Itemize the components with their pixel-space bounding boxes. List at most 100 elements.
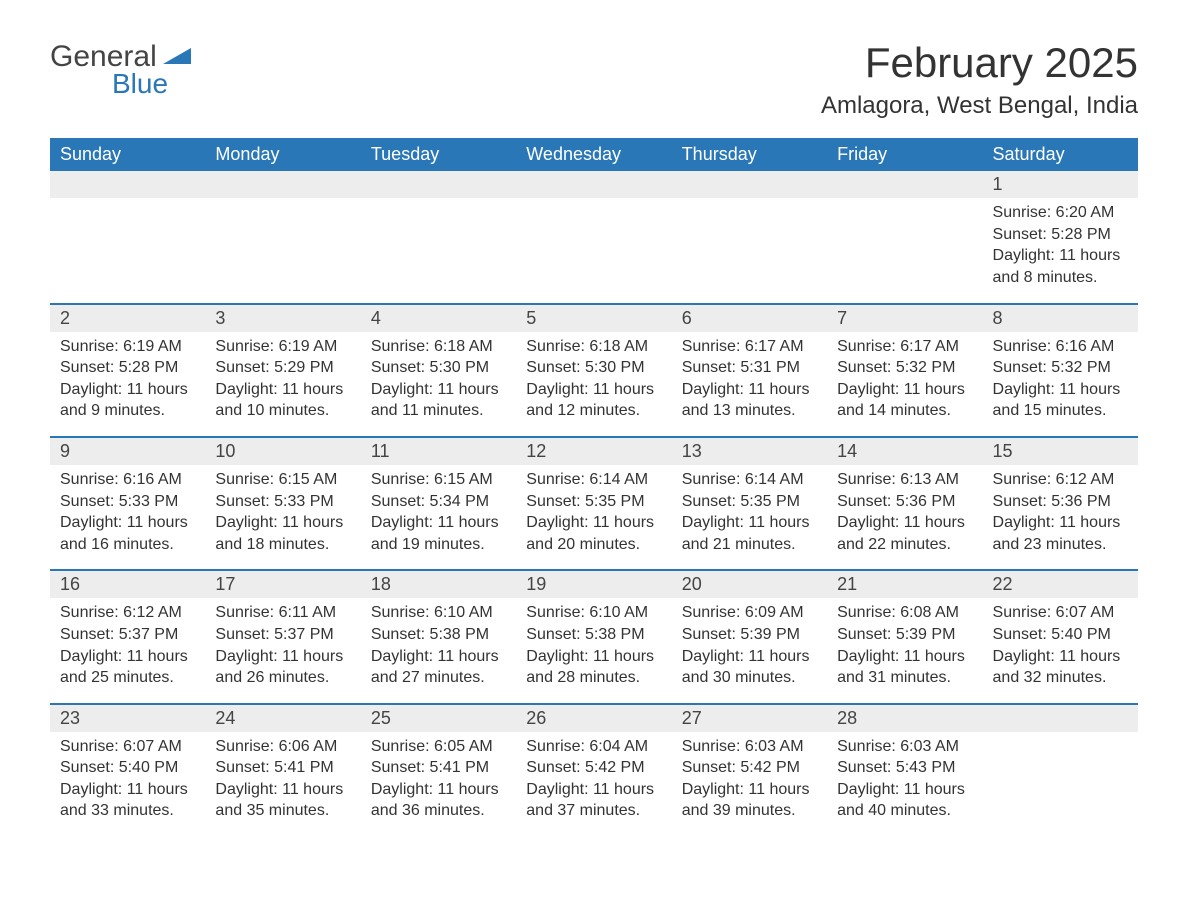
sunset-text: Sunset: 5:37 PM — [215, 624, 350, 646]
day-number: 24 — [205, 705, 360, 732]
page-header: General Blue February 2025 Amlagora, Wes… — [50, 40, 1138, 120]
day-body — [983, 732, 1138, 750]
sunset-text: Sunset: 5:39 PM — [682, 624, 817, 646]
calendar-day — [361, 171, 516, 302]
day-number: 21 — [827, 571, 982, 598]
sunset-text: Sunset: 5:41 PM — [215, 757, 350, 779]
sunrise-text: Sunrise: 6:17 AM — [837, 336, 972, 358]
day-body: Sunrise: 6:16 AMSunset: 5:33 PMDaylight:… — [50, 465, 205, 569]
logo-wedge-icon — [163, 46, 191, 70]
day-number — [983, 705, 1138, 732]
sunset-text: Sunset: 5:28 PM — [993, 224, 1128, 246]
sunset-text: Sunset: 5:35 PM — [526, 491, 661, 513]
day-body: Sunrise: 6:12 AMSunset: 5:36 PMDaylight:… — [983, 465, 1138, 569]
sunrise-text: Sunrise: 6:09 AM — [682, 602, 817, 624]
day-body — [50, 198, 205, 216]
sunrise-text: Sunrise: 6:08 AM — [837, 602, 972, 624]
day-body: Sunrise: 6:12 AMSunset: 5:37 PMDaylight:… — [50, 598, 205, 702]
sunset-text: Sunset: 5:36 PM — [837, 491, 972, 513]
sunset-text: Sunset: 5:40 PM — [60, 757, 195, 779]
sunset-text: Sunset: 5:35 PM — [682, 491, 817, 513]
sunrise-text: Sunrise: 6:14 AM — [526, 469, 661, 491]
day-number: 12 — [516, 438, 671, 465]
day-body: Sunrise: 6:09 AMSunset: 5:39 PMDaylight:… — [672, 598, 827, 702]
weekday-header: Sunday — [50, 138, 205, 171]
day-body: Sunrise: 6:10 AMSunset: 5:38 PMDaylight:… — [361, 598, 516, 702]
calendar-day: 4Sunrise: 6:18 AMSunset: 5:30 PMDaylight… — [361, 305, 516, 436]
day-body: Sunrise: 6:06 AMSunset: 5:41 PMDaylight:… — [205, 732, 360, 836]
calendar-day: 6Sunrise: 6:17 AMSunset: 5:31 PMDaylight… — [672, 305, 827, 436]
calendar-day: 14Sunrise: 6:13 AMSunset: 5:36 PMDayligh… — [827, 438, 982, 569]
logo-word-blue: Blue — [112, 70, 191, 98]
day-body: Sunrise: 6:14 AMSunset: 5:35 PMDaylight:… — [516, 465, 671, 569]
calendar-day: 5Sunrise: 6:18 AMSunset: 5:30 PMDaylight… — [516, 305, 671, 436]
day-number: 28 — [827, 705, 982, 732]
calendar: SundayMondayTuesdayWednesdayThursdayFrid… — [50, 138, 1138, 836]
daylight-text: Daylight: 11 hours and 15 minutes. — [993, 379, 1128, 422]
daylight-text: Daylight: 11 hours and 22 minutes. — [837, 512, 972, 555]
sunset-text: Sunset: 5:42 PM — [682, 757, 817, 779]
weekday-header: Saturday — [983, 138, 1138, 171]
weekday-header-row: SundayMondayTuesdayWednesdayThursdayFrid… — [50, 138, 1138, 171]
daylight-text: Daylight: 11 hours and 8 minutes. — [993, 245, 1128, 288]
daylight-text: Daylight: 11 hours and 27 minutes. — [371, 646, 506, 689]
day-number: 8 — [983, 305, 1138, 332]
day-number: 7 — [827, 305, 982, 332]
calendar-day: 9Sunrise: 6:16 AMSunset: 5:33 PMDaylight… — [50, 438, 205, 569]
sunrise-text: Sunrise: 6:19 AM — [60, 336, 195, 358]
daylight-text: Daylight: 11 hours and 37 minutes. — [526, 779, 661, 822]
daylight-text: Daylight: 11 hours and 13 minutes. — [682, 379, 817, 422]
calendar-day: 10Sunrise: 6:15 AMSunset: 5:33 PMDayligh… — [205, 438, 360, 569]
day-number: 25 — [361, 705, 516, 732]
daylight-text: Daylight: 11 hours and 12 minutes. — [526, 379, 661, 422]
calendar-day: 7 Sunrise: 6:17 AMSunset: 5:32 PMDaylight… — [827, 305, 982, 436]
sunset-text: Sunset: 5:37 PM — [60, 624, 195, 646]
sunrise-text: Sunrise: 6:03 AM — [682, 736, 817, 758]
day-number: 14 — [827, 438, 982, 465]
day-body — [205, 198, 360, 216]
day-number: 26 — [516, 705, 671, 732]
day-number: 10 — [205, 438, 360, 465]
sunrise-text: Sunrise: 6:12 AM — [993, 469, 1128, 491]
calendar-week: 23Sunrise: 6:07 AMSunset: 5:40 PMDayligh… — [50, 703, 1138, 836]
day-number: 3 — [205, 305, 360, 332]
day-number — [50, 171, 205, 198]
sunrise-text: Sunrise: 6:12 AM — [60, 602, 195, 624]
calendar-day: 20Sunrise: 6:09 AMSunset: 5:39 PMDayligh… — [672, 571, 827, 702]
day-body: Sunrise: 6:11 AMSunset: 5:37 PMDaylight:… — [205, 598, 360, 702]
daylight-text: Daylight: 11 hours and 14 minutes. — [837, 379, 972, 422]
sunset-text: Sunset: 5:33 PM — [60, 491, 195, 513]
sunset-text: Sunset: 5:38 PM — [371, 624, 506, 646]
sunset-text: Sunset: 5:32 PM — [837, 357, 972, 379]
day-number: 27 — [672, 705, 827, 732]
sunrise-text: Sunrise: 6:16 AM — [993, 336, 1128, 358]
day-number: 6 — [672, 305, 827, 332]
day-body: Sunrise: 6:19 AMSunset: 5:29 PMDaylight:… — [205, 332, 360, 436]
sunrise-text: Sunrise: 6:05 AM — [371, 736, 506, 758]
calendar-day: 28Sunrise: 6:03 AMSunset: 5:43 PMDayligh… — [827, 705, 982, 836]
sunset-text: Sunset: 5:33 PM — [215, 491, 350, 513]
daylight-text: Daylight: 11 hours and 31 minutes. — [837, 646, 972, 689]
calendar-day: 8 Sunrise: 6:16 AMSunset: 5:32 PMDaylight… — [983, 305, 1138, 436]
day-number: 18 — [361, 571, 516, 598]
calendar-day: 17Sunrise: 6:11 AMSunset: 5:37 PMDayligh… — [205, 571, 360, 702]
sunset-text: Sunset: 5:32 PM — [993, 357, 1128, 379]
day-body: Sunrise: 6:15 AMSunset: 5:34 PMDaylight:… — [361, 465, 516, 569]
calendar-day: 23Sunrise: 6:07 AMSunset: 5:40 PMDayligh… — [50, 705, 205, 836]
day-number — [361, 171, 516, 198]
weekday-header: Friday — [827, 138, 982, 171]
sunrise-text: Sunrise: 6:15 AM — [371, 469, 506, 491]
day-body — [672, 198, 827, 216]
calendar-day: 15Sunrise: 6:12 AMSunset: 5:36 PMDayligh… — [983, 438, 1138, 569]
weekday-header: Tuesday — [361, 138, 516, 171]
day-number: 19 — [516, 571, 671, 598]
calendar-day: 1Sunrise: 6:20 AMSunset: 5:28 PMDaylight… — [983, 171, 1138, 302]
sunrise-text: Sunrise: 6:18 AM — [526, 336, 661, 358]
calendar-day: 24Sunrise: 6:06 AMSunset: 5:41 PMDayligh… — [205, 705, 360, 836]
day-body: Sunrise: 6:15 AMSunset: 5:33 PMDaylight:… — [205, 465, 360, 569]
daylight-text: Daylight: 11 hours and 33 minutes. — [60, 779, 195, 822]
day-body: Sunrise: 6:07 AMSunset: 5:40 PMDaylight:… — [983, 598, 1138, 702]
sunrise-text: Sunrise: 6:16 AM — [60, 469, 195, 491]
calendar-day: 27Sunrise: 6:03 AMSunset: 5:42 PMDayligh… — [672, 705, 827, 836]
day-body: Sunrise: 6:13 AMSunset: 5:36 PMDaylight:… — [827, 465, 982, 569]
